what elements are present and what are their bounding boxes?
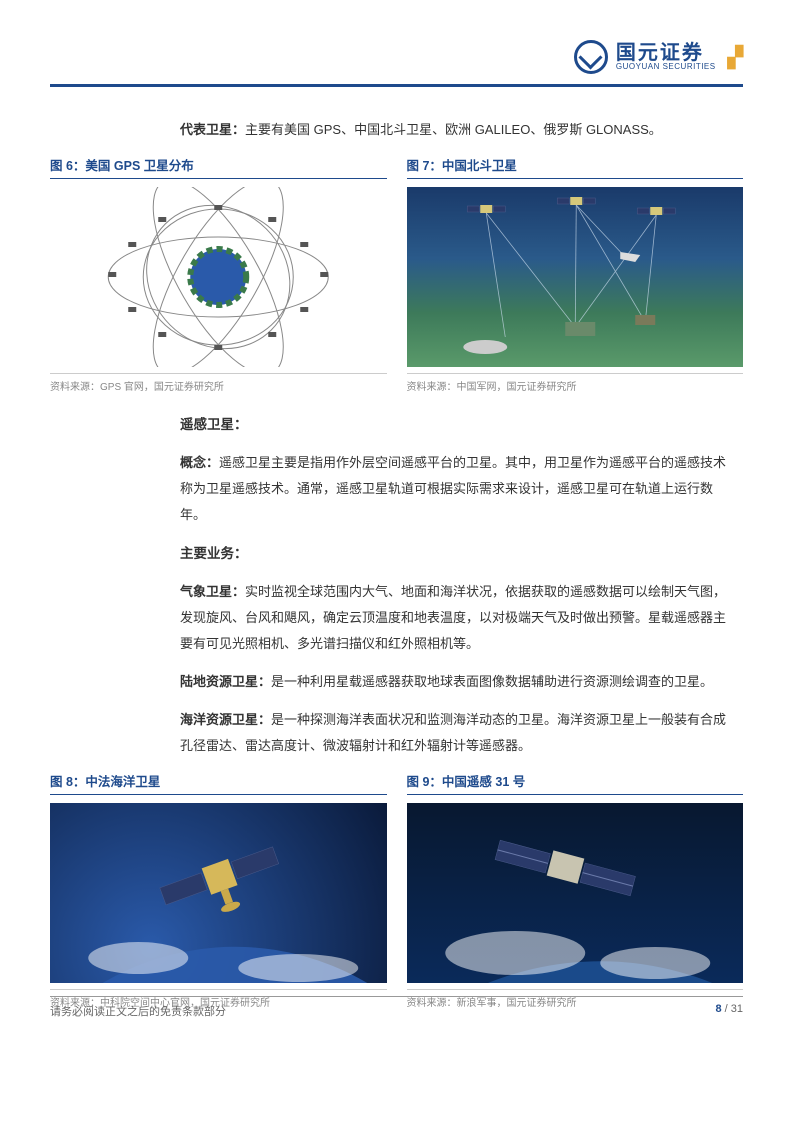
figure-9: 图 9：中国遥感 31 号 资料来源：新浪军事，国元证券研究所	[407, 771, 744, 1009]
logo-text-en: GUOYUAN SECURITIES	[616, 63, 716, 71]
header-rule	[50, 84, 743, 87]
page-footer: 请务必阅读正文之后的免责条款部分 8 / 31	[50, 996, 743, 1019]
figure-9-image	[407, 803, 744, 983]
figure-6-caption: 图 6：美国 GPS 卫星分布	[50, 155, 387, 179]
logo-accent-icon: ▞	[728, 45, 743, 70]
weather-label: 气象卫星：	[180, 584, 245, 599]
land-paragraph: 陆地资源卫星：是一种利用星载遥感器获取地球表面图像数据辅助进行资源测绘调查的卫星…	[180, 669, 733, 695]
figure-7: 图 7：中国北斗卫星	[407, 155, 744, 393]
concept-label: 概念：	[180, 455, 219, 470]
land-label: 陆地资源卫星：	[180, 674, 271, 689]
biz-label: 主要业务：	[180, 540, 733, 567]
company-logo: 国元证券 GUOYUAN SECURITIES ▞	[574, 40, 743, 74]
figure-6-source: 资料来源：GPS 官网，国元证券研究所	[50, 373, 387, 393]
page-header: 国元证券 GUOYUAN SECURITIES ▞	[50, 40, 743, 74]
figure-7-caption: 图 7：中国北斗卫星	[407, 155, 744, 179]
weather-text: 实时监视全球范围内大气、地面和海洋状况，依据获取的遥感数据可以绘制天气图，发现旋…	[180, 584, 726, 651]
intro-text: 主要有美国 GPS、中国北斗卫星、欧洲 GALILEO、俄罗斯 GLONASS。	[245, 122, 662, 137]
figure-7-source: 资料来源：中国军网，国元证券研究所	[407, 373, 744, 393]
figure-6: 图 6：美国 GPS 卫星分布	[50, 155, 387, 393]
figure-8-caption: 图 8：中法海洋卫星	[50, 771, 387, 795]
page-sep: /	[722, 1003, 731, 1015]
logo-text-cn: 国元证券	[616, 43, 716, 63]
logo-mark-icon	[574, 40, 608, 74]
figure-7-image	[407, 187, 744, 367]
page-number: 8 / 31	[715, 1003, 743, 1019]
page-total: 31	[731, 1003, 743, 1015]
section-title: 遥感卫星：	[180, 411, 733, 438]
intro-paragraph: 代表卫星：主要有美国 GPS、中国北斗卫星、欧洲 GALILEO、俄罗斯 GLO…	[180, 117, 733, 143]
concept-paragraph: 概念：遥感卫星主要是指用作外层空间遥感平台的卫星。其中，用卫星作为遥感平台的遥感…	[180, 450, 733, 528]
weather-paragraph: 气象卫星：实时监视全球范围内大气、地面和海洋状况，依据获取的遥感数据可以绘制天气…	[180, 579, 733, 657]
figure-9-caption: 图 9：中国遥感 31 号	[407, 771, 744, 795]
figure-row-2: 图 8：中法海洋卫星 资料来源：中科院空间中心官网，国元证券研究所	[50, 771, 743, 1009]
concept-text: 遥感卫星主要是指用作外层空间遥感平台的卫星。其中，用卫星作为遥感平台的遥感技术称…	[180, 455, 726, 522]
land-text: 是一种利用星载遥感器获取地球表面图像数据辅助进行资源测绘调查的卫星。	[271, 674, 713, 689]
ocean-paragraph: 海洋资源卫星：是一种探测海洋表面状况和监测海洋动态的卫星。海洋资源卫星上一般装有…	[180, 707, 733, 759]
figure-8: 图 8：中法海洋卫星 资料来源：中科院空间中心官网，国元证券研究所	[50, 771, 387, 1009]
footer-disclaimer: 请务必阅读正文之后的免责条款部分	[50, 1003, 226, 1019]
figure-6-image	[50, 187, 387, 367]
figure-row-1: 图 6：美国 GPS 卫星分布	[50, 155, 743, 393]
figure-8-image	[50, 803, 387, 983]
intro-label: 代表卫星：	[180, 122, 245, 137]
ocean-label: 海洋资源卫星：	[180, 712, 271, 727]
